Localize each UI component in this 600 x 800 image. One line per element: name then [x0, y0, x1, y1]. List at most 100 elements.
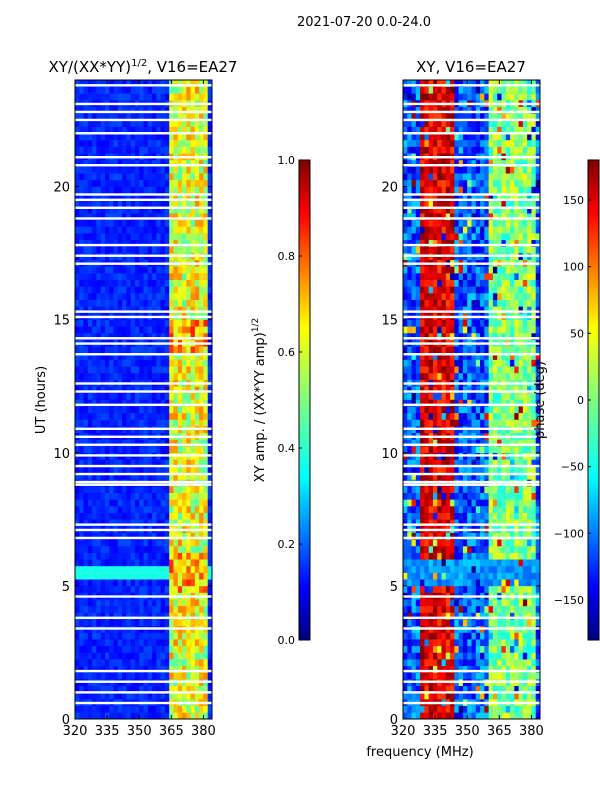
left-heatmap-cell [83, 492, 89, 500]
right-heatmap-cell [527, 359, 532, 367]
left-heatmap-cell [186, 572, 191, 580]
left-heatmap-cell [117, 193, 123, 201]
left-heatmap-cell [83, 506, 89, 513]
right-heatmap-cell [467, 599, 472, 607]
left-heatmap-cell [160, 346, 166, 354]
left-heatmap-cell [104, 226, 110, 234]
right-heatmap-cell [480, 419, 485, 427]
left-heatmap-cell [190, 532, 196, 540]
right-heatmap-cell [527, 612, 532, 620]
right-heatmap-cell [437, 439, 442, 447]
left-heatmap-cell [143, 532, 149, 540]
right-heatmap-cell [522, 645, 528, 653]
right-heatmap-cell [514, 412, 519, 420]
right-heatmap-cell [445, 672, 451, 680]
right-heatmap-cell [488, 512, 494, 520]
left-heatmap-cell [96, 392, 101, 400]
left-heatmap-cell [152, 392, 157, 400]
left-heatmap-cell [130, 93, 136, 101]
left-heatmap-cell [79, 632, 84, 640]
left-heatmap-cell [75, 599, 80, 607]
left-heatmap-cell [139, 326, 144, 334]
left-heatmap-cell [156, 486, 161, 493]
left-heatmap-cell [173, 599, 179, 607]
left-heatmap-cell [117, 332, 123, 340]
left-heatmap-cell [199, 412, 204, 420]
left-heatmap-cell [109, 186, 114, 194]
left-heatmap-cell [143, 652, 149, 660]
left-heatmap-cell [113, 585, 119, 593]
right-heatmap-cell [450, 419, 455, 427]
right-heatmap-cell [415, 466, 421, 474]
left-heatmap-cell [203, 552, 209, 560]
left-heatmap-cell [173, 93, 179, 101]
right-heatmap-cell [510, 519, 515, 527]
right-heatmap-cell [454, 659, 459, 667]
left-heatmap-cell [147, 319, 153, 327]
left-heatmap-cell [104, 179, 110, 187]
left-heatmap-cell [83, 486, 89, 493]
left-heatmap-cell [203, 599, 209, 607]
right-heatmap-cell [484, 412, 489, 420]
left-heatmap-cell [203, 93, 209, 101]
left-heatmap-cell [109, 306, 114, 314]
right-heatmap-cell [518, 359, 524, 367]
right-heatmap-cell [424, 659, 429, 667]
right-heatmap-cell [492, 612, 498, 620]
left-heatmap-cell [186, 412, 191, 420]
left-heatmap-cell [134, 492, 140, 500]
left-heatmap-cell [126, 552, 131, 560]
left-heatmap-cell [152, 539, 157, 547]
left-heatmap-cell [182, 106, 187, 114]
left-heatmap-cell [109, 332, 114, 340]
left-heatmap-cell [147, 406, 153, 414]
left-heatmap-cell [100, 692, 106, 700]
right-heatmap-cell [403, 519, 408, 527]
left-heatmap-cell [186, 599, 191, 607]
left-heatmap-cell [203, 605, 209, 613]
left-heatmap-cell [126, 392, 131, 400]
left-heatmap-cell [160, 146, 166, 154]
left-heatmap-cell [117, 466, 123, 474]
left-heatmap-cell [87, 419, 93, 427]
left-heatmap-cell [147, 599, 153, 607]
left-heatmap-cell [79, 512, 84, 520]
right-heatmap-cell [535, 419, 541, 427]
left-heatmap-cell [177, 186, 183, 194]
left-heatmap-cell [199, 585, 204, 593]
right-heatmap-cell [454, 619, 459, 627]
right-heatmap-cell [492, 712, 498, 720]
left-heatmap-cell [87, 692, 93, 700]
left-heatmap-cell [122, 119, 127, 127]
left-heatmap-cell [186, 665, 191, 673]
left-heatmap-cell [199, 506, 204, 513]
right-heatmap-cell [424, 386, 429, 394]
left-heatmap-cell [203, 146, 209, 154]
right-heatmap-cell [531, 565, 537, 573]
left-heatmap-cell [139, 133, 144, 141]
left-heatmap-cell [109, 539, 114, 547]
right-heatmap-cell [501, 659, 507, 667]
left-heatmap-cell [182, 585, 187, 593]
left-heatmap-cell [152, 126, 157, 134]
left-xtick-label: 335 [95, 724, 120, 739]
right-heatmap-cell [403, 352, 408, 360]
right-heatmap-cell [424, 499, 429, 507]
left-heatmap-cell [79, 319, 84, 327]
right-heatmap-cell [480, 499, 485, 507]
left-heatmap-cell [126, 80, 131, 87]
left-heatmap-cell [139, 652, 144, 660]
right-heatmap-cell [492, 572, 498, 580]
right-heatmap-cell [441, 459, 447, 467]
right-heatmap-cell [441, 645, 447, 653]
left-heatmap-cell [122, 506, 127, 513]
left-heatmap-cell [92, 86, 97, 94]
right-heatmap-cell [445, 652, 451, 660]
right-heatmap-cell [505, 579, 511, 587]
right-heatmap-cell [475, 599, 481, 607]
right-heatmap-cell [471, 659, 477, 667]
left-heatmap-cell [75, 293, 80, 300]
right-heatmap-cell [535, 685, 541, 693]
left-heatmap-cell [79, 119, 84, 127]
